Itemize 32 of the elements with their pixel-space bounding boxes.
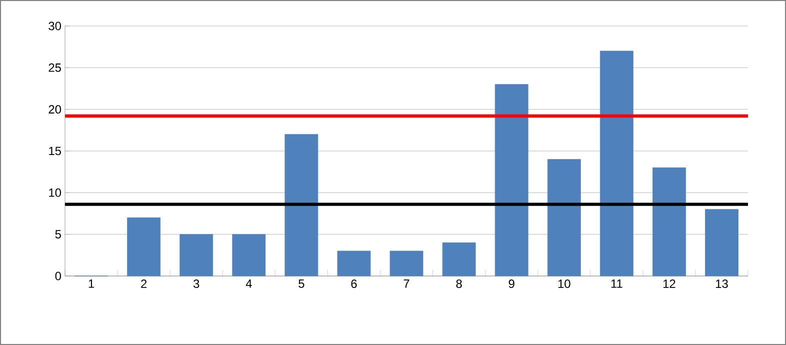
x-tick-label: 12 [663, 280, 676, 288]
x-tick-label: 7 [404, 280, 410, 288]
bar [232, 234, 266, 276]
y-tick-label: 30 [48, 22, 62, 30]
x-tick-label: 11 [611, 280, 622, 288]
x-tick-label: 3 [193, 280, 200, 288]
x-tick-label: 1 [88, 280, 94, 288]
bar [127, 217, 161, 276]
bar [442, 242, 476, 276]
x-tick-label: 4 [246, 280, 252, 288]
x-tick-label: 5 [298, 280, 304, 288]
bar [547, 159, 581, 276]
y-tick-label: 0 [55, 272, 62, 280]
bar [600, 50, 634, 276]
bar [390, 250, 424, 276]
y-tick-label: 15 [49, 146, 61, 156]
bar [337, 250, 371, 276]
y-tick-label: 25 [48, 63, 61, 72]
x-tick-label: 6 [351, 280, 357, 288]
bar [652, 167, 686, 276]
bar [494, 84, 528, 276]
y-tick-label: 5 [55, 230, 61, 238]
x-tick-label: 9 [508, 280, 514, 288]
bar [705, 209, 738, 276]
y-tick-label: 10 [49, 188, 62, 197]
x-tick-label: 13 [716, 280, 728, 288]
bar [180, 234, 214, 276]
x-tick-label: 8 [456, 280, 462, 288]
x-tick-label: 2 [141, 280, 147, 288]
bar [284, 134, 318, 276]
x-tick-label: 10 [558, 280, 570, 288]
y-tick-label: 20 [48, 105, 62, 114]
